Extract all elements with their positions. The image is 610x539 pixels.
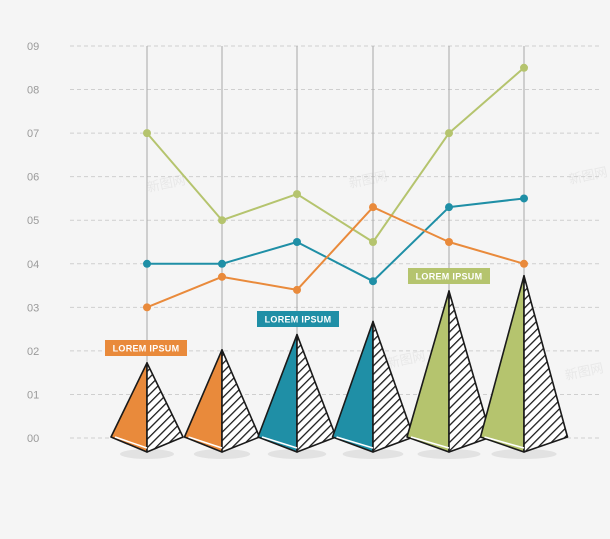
series-points xyxy=(143,63,528,312)
y-tick-label: 04 xyxy=(27,259,39,271)
y-tick-label: 08 xyxy=(27,85,39,97)
y-tick-label: 02 xyxy=(27,346,39,358)
pyramid-shadow xyxy=(193,449,251,459)
data-point xyxy=(293,238,301,246)
data-point xyxy=(143,129,151,138)
pyramids xyxy=(110,274,569,453)
series-line xyxy=(146,206,525,309)
pyramid-highlight xyxy=(261,436,298,449)
pyramid-highlight xyxy=(410,436,450,449)
data-point xyxy=(143,259,151,268)
series-line xyxy=(147,197,525,283)
data-point xyxy=(293,285,301,294)
pyramid-face-right xyxy=(146,362,184,453)
y-tick-label: 03 xyxy=(27,302,39,314)
data-point xyxy=(143,303,151,312)
pyramid-shadow xyxy=(120,449,174,459)
pyramid-highlight xyxy=(114,436,148,449)
pyramid-shadow xyxy=(417,449,481,459)
pyramid-face-left xyxy=(183,348,223,453)
pyramid-highlight xyxy=(188,436,223,449)
data-point xyxy=(293,190,301,199)
pyramid xyxy=(183,348,261,453)
legend-label-box xyxy=(408,268,490,284)
pyramid-shadow xyxy=(267,449,327,459)
y-tick-label: 09 xyxy=(27,41,39,53)
pyramid-face-right xyxy=(372,320,415,453)
data-point xyxy=(369,203,377,212)
legend-label: LOREM IPSUM xyxy=(105,340,187,356)
y-tick-label: 06 xyxy=(27,172,39,184)
legend-label-text: LOREM IPSUM xyxy=(113,344,180,354)
data-point xyxy=(520,63,528,72)
watermark-text: 新图网 xyxy=(564,360,605,383)
y-tick-label: 05 xyxy=(27,215,39,227)
legend-label: LOREM IPSUM xyxy=(257,311,339,327)
legend-label-box xyxy=(257,311,339,327)
data-point xyxy=(445,203,453,212)
pyramid xyxy=(331,320,415,453)
pyramid xyxy=(406,290,492,453)
legend-labels: LOREM IPSUM LOREM IPSUM LOREM IPSUM xyxy=(105,268,490,356)
data-point xyxy=(369,277,377,286)
pyramid-shadow xyxy=(342,449,404,459)
pyramid-face-left xyxy=(110,362,148,453)
legend-label: LOREM IPSUM xyxy=(408,268,490,284)
data-point xyxy=(445,238,453,246)
pyramid-face-left xyxy=(479,274,525,453)
pyramid-shadow xyxy=(491,449,557,459)
data-point xyxy=(218,216,226,225)
legend-label-text: LOREM IPSUM xyxy=(416,272,483,282)
legend-label-box xyxy=(105,340,187,356)
watermark-text: 新图网 xyxy=(386,348,427,371)
y-tick-label: 07 xyxy=(27,128,39,140)
y-axis: 00 01 02 03 04 05 06 07 08 09 xyxy=(27,41,39,445)
pyramid xyxy=(479,274,569,453)
y-tick-label: 01 xyxy=(27,389,39,401)
legend-label-text: LOREM IPSUM xyxy=(265,315,332,325)
pyramid-face-left xyxy=(406,290,450,453)
data-point xyxy=(445,129,453,138)
pyramid-face-right xyxy=(296,333,337,453)
data-point xyxy=(520,259,528,268)
pyramid-highlight xyxy=(336,436,374,449)
pyramid xyxy=(257,333,337,453)
data-point xyxy=(218,272,226,281)
series-lines xyxy=(146,67,525,309)
series-line xyxy=(146,67,525,243)
pyramid-face-left xyxy=(257,333,298,453)
pyramid-shadows xyxy=(120,449,557,459)
pyramid-face-right xyxy=(448,290,492,453)
pyramid-highlight xyxy=(484,436,525,449)
y-tick-label: 00 xyxy=(27,433,39,445)
data-point xyxy=(520,194,528,203)
watermark-text: 新图网 xyxy=(568,164,609,187)
pyramid xyxy=(110,362,184,453)
watermark-text: 新图网 xyxy=(348,168,389,191)
data-point xyxy=(218,259,226,268)
pyramid-face-left xyxy=(331,320,374,453)
pyramid-face-right xyxy=(523,274,569,453)
watermark-text: 新图网 xyxy=(146,172,187,195)
pyramid-face-right xyxy=(221,348,261,453)
data-point xyxy=(369,238,377,246)
